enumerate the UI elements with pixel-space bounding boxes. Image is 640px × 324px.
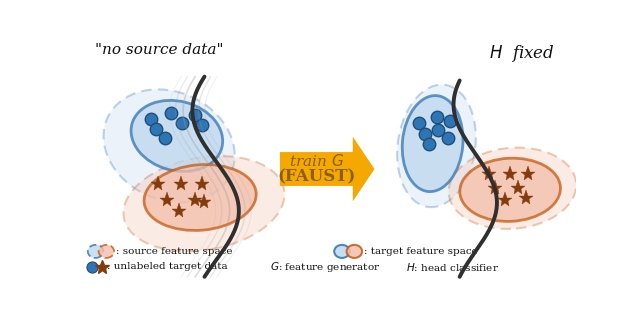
Text: : target feature space: : target feature space xyxy=(364,247,478,256)
Ellipse shape xyxy=(144,165,256,230)
Text: (FAUST): (FAUST) xyxy=(277,168,356,185)
Text: $G$: feature generator: $G$: feature generator xyxy=(270,260,380,274)
Ellipse shape xyxy=(99,245,114,258)
Text: : source feature space: : source feature space xyxy=(116,247,233,256)
Text: $H$  fixed: $H$ fixed xyxy=(489,43,555,64)
Ellipse shape xyxy=(347,245,362,258)
Text: train $G$: train $G$ xyxy=(289,153,344,169)
Polygon shape xyxy=(280,137,374,201)
Ellipse shape xyxy=(131,100,223,171)
Ellipse shape xyxy=(397,85,476,207)
Ellipse shape xyxy=(460,158,561,221)
Ellipse shape xyxy=(449,148,576,229)
Text: "no source data": "no source data" xyxy=(95,43,223,57)
Text: : unlabeled target data: : unlabeled target data xyxy=(107,262,228,271)
Ellipse shape xyxy=(402,96,463,191)
Text: $H$: head classifier: $H$: head classifier xyxy=(406,261,499,273)
Ellipse shape xyxy=(88,245,103,258)
Ellipse shape xyxy=(334,245,349,258)
Ellipse shape xyxy=(104,89,235,202)
Ellipse shape xyxy=(124,156,285,251)
